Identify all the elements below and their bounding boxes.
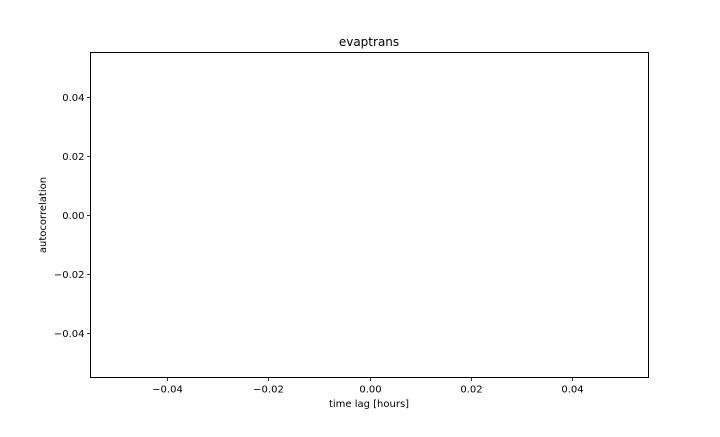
x-tick-label: −0.04	[152, 385, 183, 396]
x-axis-ticks: −0.04 −0.02 0.00 0.02 0.04	[152, 377, 584, 396]
y-tick-label: 0.00	[62, 211, 84, 222]
y-tick-label: 0.02	[62, 152, 84, 163]
y-axis-ticks: 0.04 0.02 0.00 −0.02 −0.04	[54, 93, 91, 340]
x-tick-label: 0.00	[359, 385, 381, 396]
y-tick-label: −0.04	[54, 329, 85, 340]
y-tick-label: 0.04	[62, 93, 84, 104]
y-axis-label: autocorrelation	[38, 177, 49, 253]
x-tick-label: −0.02	[253, 385, 284, 396]
y-tick-label: −0.02	[54, 270, 85, 281]
x-axis-label: time lag [hours]	[329, 399, 409, 410]
chart-title: evaptrans	[339, 35, 399, 49]
x-tick-label: 0.02	[460, 385, 482, 396]
x-tick-label: 0.04	[561, 385, 583, 396]
plot-area	[90, 52, 649, 378]
